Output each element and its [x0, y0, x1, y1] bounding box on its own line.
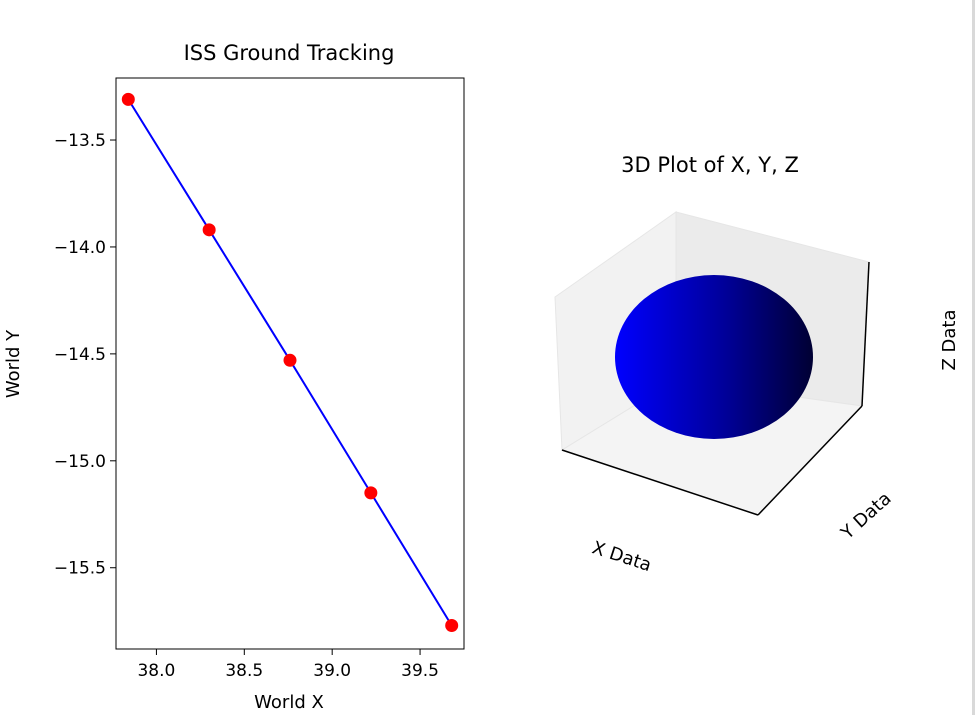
y-axis-label: World Y — [3, 329, 24, 398]
x-tick-label: 38.0 — [137, 661, 175, 681]
x-tick-label: 38.5 — [225, 661, 263, 681]
x-axis-edge — [561, 449, 759, 516]
series-track — [121, 92, 459, 632]
y-tick-label: −15.5 — [54, 559, 106, 579]
x-axis-label: World X — [254, 692, 324, 713]
y-ticks: −13.5 −14.0 −14.5 −15.0 −15.5 — [54, 131, 116, 579]
x-ticks: 38.0 38.5 39.0 39.5 — [137, 649, 439, 681]
sphere-surface — [615, 275, 813, 439]
y-tick-label: −14.0 — [54, 238, 106, 258]
3d-chart-title: 3D Plot of X, Y, Z — [621, 153, 799, 177]
ground-track-chart: ISS Ground Tracking 38.0 38.5 39.0 39.5 −13… — [3, 41, 465, 713]
track-point — [283, 353, 297, 367]
3d-chart: 3D Plot of X, Y, Z X Data Y Data Z Data — [554, 153, 960, 576]
x-tick-label: 39.0 — [313, 661, 351, 681]
3d-z-axis-label: Z Data — [939, 309, 960, 370]
window-edge — [972, 0, 975, 715]
x-tick-label: 39.5 — [401, 661, 439, 681]
y-tick-label: −14.5 — [54, 345, 106, 365]
3d-y-axis-label: Y Data — [836, 488, 895, 544]
track-point — [202, 223, 216, 237]
track-point — [364, 486, 378, 500]
z-axis-edge — [861, 261, 870, 407]
track-point — [121, 92, 135, 106]
y-tick-label: −15.0 — [54, 452, 106, 472]
y-axis-edge — [757, 405, 863, 516]
track-point — [445, 618, 459, 632]
3d-x-axis-label: X Data — [589, 537, 654, 576]
chart-title: ISS Ground Tracking — [184, 41, 395, 65]
y-tick-label: −13.5 — [54, 131, 106, 151]
